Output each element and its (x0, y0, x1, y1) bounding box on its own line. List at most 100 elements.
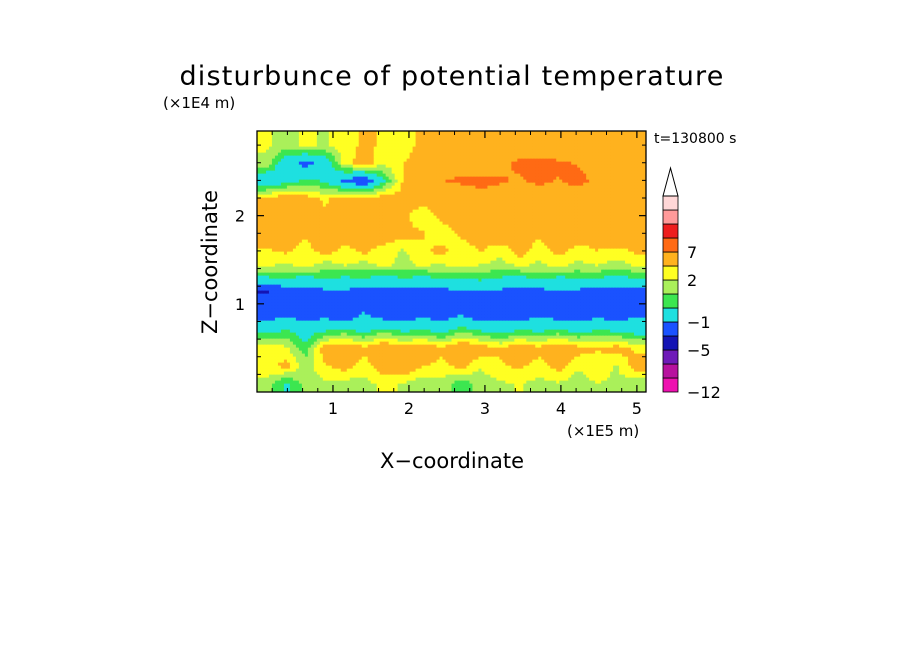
contour-cell (574, 290, 578, 294)
contour-cell (382, 281, 387, 285)
contour-cell (454, 326, 459, 330)
contour-cell (460, 278, 465, 282)
contour-cell (442, 332, 447, 336)
contour-cell (307, 290, 312, 294)
contour-cell (424, 341, 429, 345)
contour-cell (370, 317, 375, 321)
contour-cell (382, 353, 387, 357)
contour-cell (319, 350, 324, 354)
contour-cell (448, 311, 453, 315)
contour-cell (415, 290, 420, 294)
contour-cell (532, 308, 536, 312)
contour-cell (604, 353, 608, 357)
contour-cell (499, 338, 503, 342)
contour-cell (406, 284, 411, 288)
contour-cell (604, 341, 608, 345)
contour-cell (415, 326, 420, 330)
contour-cell (574, 287, 578, 291)
contour-cell (517, 353, 521, 357)
contour-cell (550, 386, 554, 390)
contour-cell (622, 293, 626, 297)
contour-cell (286, 281, 291, 285)
contour-cell (508, 356, 512, 360)
contour-cell (535, 389, 539, 392)
contour-cell (514, 278, 518, 282)
contour-cell (352, 308, 357, 312)
contour-cell (328, 389, 333, 392)
contour-cell (436, 338, 441, 342)
contour-cell (292, 320, 297, 324)
contour-cell (367, 311, 372, 315)
contour-cell (448, 317, 453, 321)
contour-cell (298, 287, 303, 291)
contour-cell (541, 323, 545, 327)
contour-cell (430, 278, 435, 282)
contour-cell (466, 326, 471, 330)
contour-cell (397, 383, 402, 387)
contour-cell (361, 296, 366, 300)
contour-cell (451, 344, 456, 348)
contour-cell (259, 341, 264, 345)
contour-cell (637, 317, 641, 321)
contour-cell (257, 362, 261, 366)
contour-cell (358, 356, 363, 360)
contour-cell (577, 281, 581, 285)
contour-cell (358, 335, 363, 339)
contour-cell (424, 350, 429, 354)
contour-cell (313, 335, 318, 339)
contour-cell (334, 317, 339, 321)
contour-cell (325, 281, 330, 285)
contour-cell (424, 368, 429, 372)
contour-cell (583, 308, 587, 312)
contour-cell (397, 365, 402, 369)
contour-cell (257, 323, 261, 327)
contour-cell (439, 380, 444, 384)
contour-cell (358, 296, 363, 300)
contour-cell (538, 368, 542, 372)
contour-cell (448, 308, 453, 312)
contour-cell (577, 386, 581, 390)
contour-cell (568, 386, 572, 390)
contour-cell (337, 353, 342, 357)
contour-cell (262, 332, 267, 336)
contour-cell (592, 332, 596, 336)
contour-cell (463, 320, 468, 324)
contour-cell (622, 359, 626, 363)
contour-cell (289, 320, 294, 324)
contour-cell (520, 281, 524, 285)
contour-cell (289, 281, 294, 285)
contour-cell (340, 290, 345, 294)
contour-cell (616, 287, 620, 291)
contour-cell (340, 314, 345, 318)
contour-cell (307, 305, 312, 309)
contour-cell (271, 299, 276, 303)
contour-cell (298, 296, 303, 300)
contour-cell (622, 368, 626, 372)
contour-cell (478, 365, 483, 369)
contour-cell (355, 308, 360, 312)
contour-cell (361, 356, 366, 360)
contour-cell (484, 374, 489, 378)
contour-cell (547, 281, 551, 285)
contour-cell (271, 353, 276, 357)
contour-cell (589, 311, 593, 315)
contour-cell (484, 356, 489, 360)
contour-cell (430, 341, 435, 345)
contour-cell (295, 317, 300, 321)
contour-cell (337, 317, 342, 321)
contour-cell (499, 299, 503, 303)
contour-cell (508, 368, 512, 372)
contour-cell (283, 386, 288, 390)
contour-cell (616, 308, 620, 312)
contour-cell (613, 278, 617, 282)
contour-cell (289, 371, 294, 375)
contour-cell (550, 320, 554, 324)
contour-cell (625, 365, 629, 369)
contour-cell (613, 359, 617, 363)
contour-cell (268, 293, 273, 297)
contour-cell (451, 365, 456, 369)
contour-cell (439, 335, 444, 339)
contour-cell (334, 281, 339, 285)
contour-cell (640, 344, 644, 348)
contour-cell (257, 353, 261, 357)
